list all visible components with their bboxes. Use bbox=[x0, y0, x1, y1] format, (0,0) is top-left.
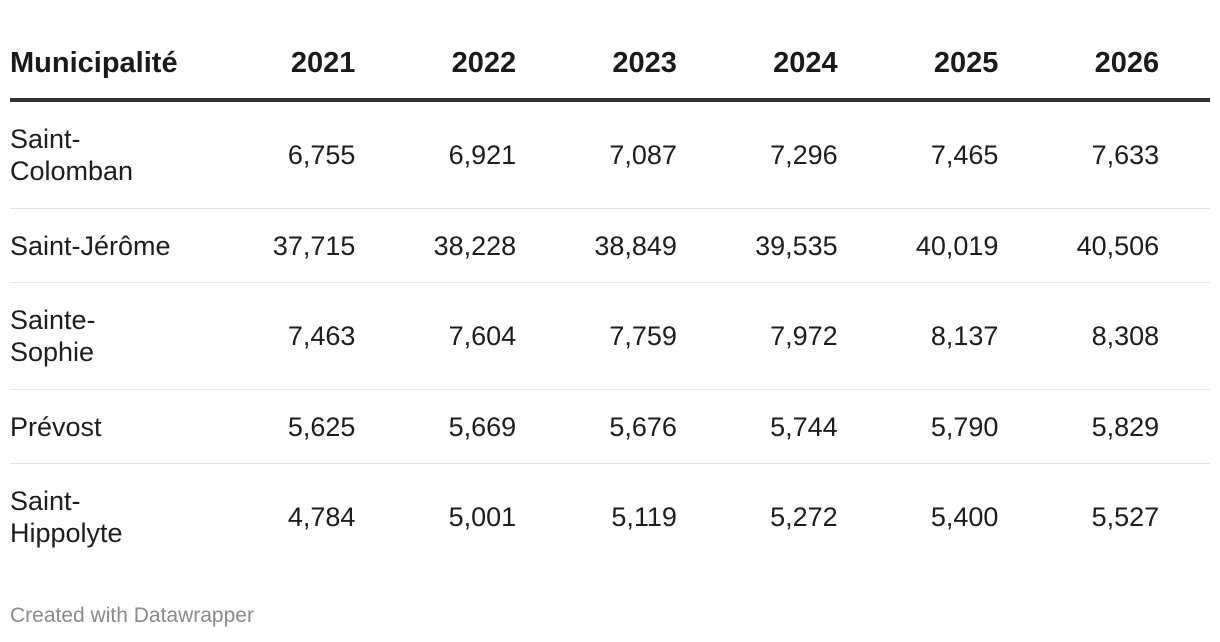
column-header-year: 2021 bbox=[194, 28, 356, 102]
column-header-year: 2022 bbox=[355, 28, 517, 102]
population-value-cell: 5,272 bbox=[770, 502, 838, 532]
population-value-cell: 5,829 bbox=[998, 389, 1160, 464]
population-value-cell: 5,001 bbox=[448, 502, 517, 532]
column-header-year: 2024 bbox=[676, 28, 838, 102]
header-row: Municipalité2021202220232024202520262027 bbox=[10, 28, 1210, 102]
population-value-cell: 5,654 bbox=[1159, 464, 1210, 571]
population-value-cell: 40,506 bbox=[998, 208, 1160, 283]
population-value-cell: 8,308 bbox=[998, 282, 1160, 390]
population-value-cell: 7,296 bbox=[676, 100, 838, 209]
population-value-cell: 8,477 bbox=[1159, 282, 1210, 390]
population-value-cell: 6,755 bbox=[194, 100, 356, 209]
table-row: Saint- Colomban 6,755 6,921 7,087 7,296 7,465 7… bbox=[10, 100, 1210, 209]
municipality-cell: Saint- Colomban bbox=[10, 100, 195, 209]
municipality-cell: Saint- Hippolyte bbox=[10, 464, 195, 571]
population-value-cell: 5,866 bbox=[1159, 389, 1210, 464]
table-row: Saint-Jérôme 37,715 38,228 38,849 39,535 40,0… bbox=[10, 208, 1210, 283]
table-row: Saint- Hippolyte 4,784 5,001 5,119 5,272 5,400… bbox=[10, 464, 1210, 571]
population-value-cell: 6,921 bbox=[355, 100, 517, 209]
population-value-cell: 5,790 bbox=[837, 389, 999, 464]
population-value-cell: 5,625 bbox=[194, 389, 356, 464]
population-value-cell: 7,604 bbox=[355, 282, 517, 390]
population-value-cell: 5,119 bbox=[611, 502, 677, 532]
population-value-cell: 7,801 bbox=[1159, 100, 1210, 209]
table-row: Prévost 5,6255,6695,6765,7445,7905,8295,8… bbox=[10, 389, 1210, 464]
municipality-name-line: Saint-Jérôme bbox=[10, 230, 171, 261]
population-value-cell: 40,019 bbox=[837, 208, 999, 283]
population-value-cell: 38,228 bbox=[355, 208, 517, 283]
column-header-year: 2025 bbox=[837, 28, 999, 102]
municipality-name-line: Saint- bbox=[10, 486, 81, 516]
data-table-container: Municipalité2021202220232024202520262027… bbox=[10, 0, 1210, 570]
municipality-name-line: Sainte- bbox=[10, 305, 96, 335]
population-value-cell: 7,972 bbox=[676, 282, 838, 390]
population-value-cell: 5,527 bbox=[1091, 502, 1160, 532]
column-header-year: 2027 bbox=[1159, 28, 1210, 102]
municipality-cell: Saint-Jérôme bbox=[10, 208, 195, 283]
municipality-name-line: Sophie bbox=[10, 337, 95, 367]
population-value-cell: 5,669 bbox=[355, 389, 517, 464]
population-value-cell: 5,744 bbox=[676, 389, 838, 464]
population-value-cell: 7,463 bbox=[194, 282, 356, 390]
population-value-cell: 4,784 bbox=[287, 502, 356, 532]
table-row: Sainte- Sophie 7,463 7,604 7,759 7,972 8,137 8,… bbox=[10, 282, 1210, 390]
table-body: Saint- Colomban 6,755 6,921 7,087 7,296 7,465 7… bbox=[10, 100, 1210, 570]
population-value-cell: 7,759 bbox=[516, 282, 677, 390]
municipality-cell: Sainte- Sophie bbox=[10, 282, 195, 390]
population-table: Municipalité2021202220232024202520262027… bbox=[10, 28, 1210, 570]
column-header-year: 2023 bbox=[516, 28, 677, 102]
municipality-cell: Prévost bbox=[10, 389, 195, 464]
municipality-name-line: Prévost bbox=[10, 411, 102, 442]
population-value-cell: 5,400 bbox=[930, 502, 999, 532]
municipality-name-line: Hippolyte bbox=[10, 518, 123, 548]
column-header-municipality: Municipalité bbox=[10, 28, 195, 102]
municipality-name-line: Saint- bbox=[10, 124, 81, 154]
datawrapper-credit: Created with Datawrapper bbox=[10, 604, 254, 627]
population-value-cell: 38,849 bbox=[516, 208, 677, 283]
population-value-cell: 40,977 bbox=[1159, 208, 1210, 283]
municipality-name-line: Colomban bbox=[10, 156, 134, 186]
population-value-cell: 7,465 bbox=[837, 100, 999, 209]
population-value-cell: 7,633 bbox=[998, 100, 1160, 209]
column-header-year: 2026 bbox=[998, 28, 1160, 102]
population-value-cell: 39,535 bbox=[676, 208, 838, 283]
population-value-cell: 7,087 bbox=[516, 100, 677, 209]
population-value-cell: 8,137 bbox=[837, 282, 999, 390]
population-value-cell: 37,715 bbox=[194, 208, 356, 283]
population-value-cell: 5,676 bbox=[516, 389, 677, 464]
